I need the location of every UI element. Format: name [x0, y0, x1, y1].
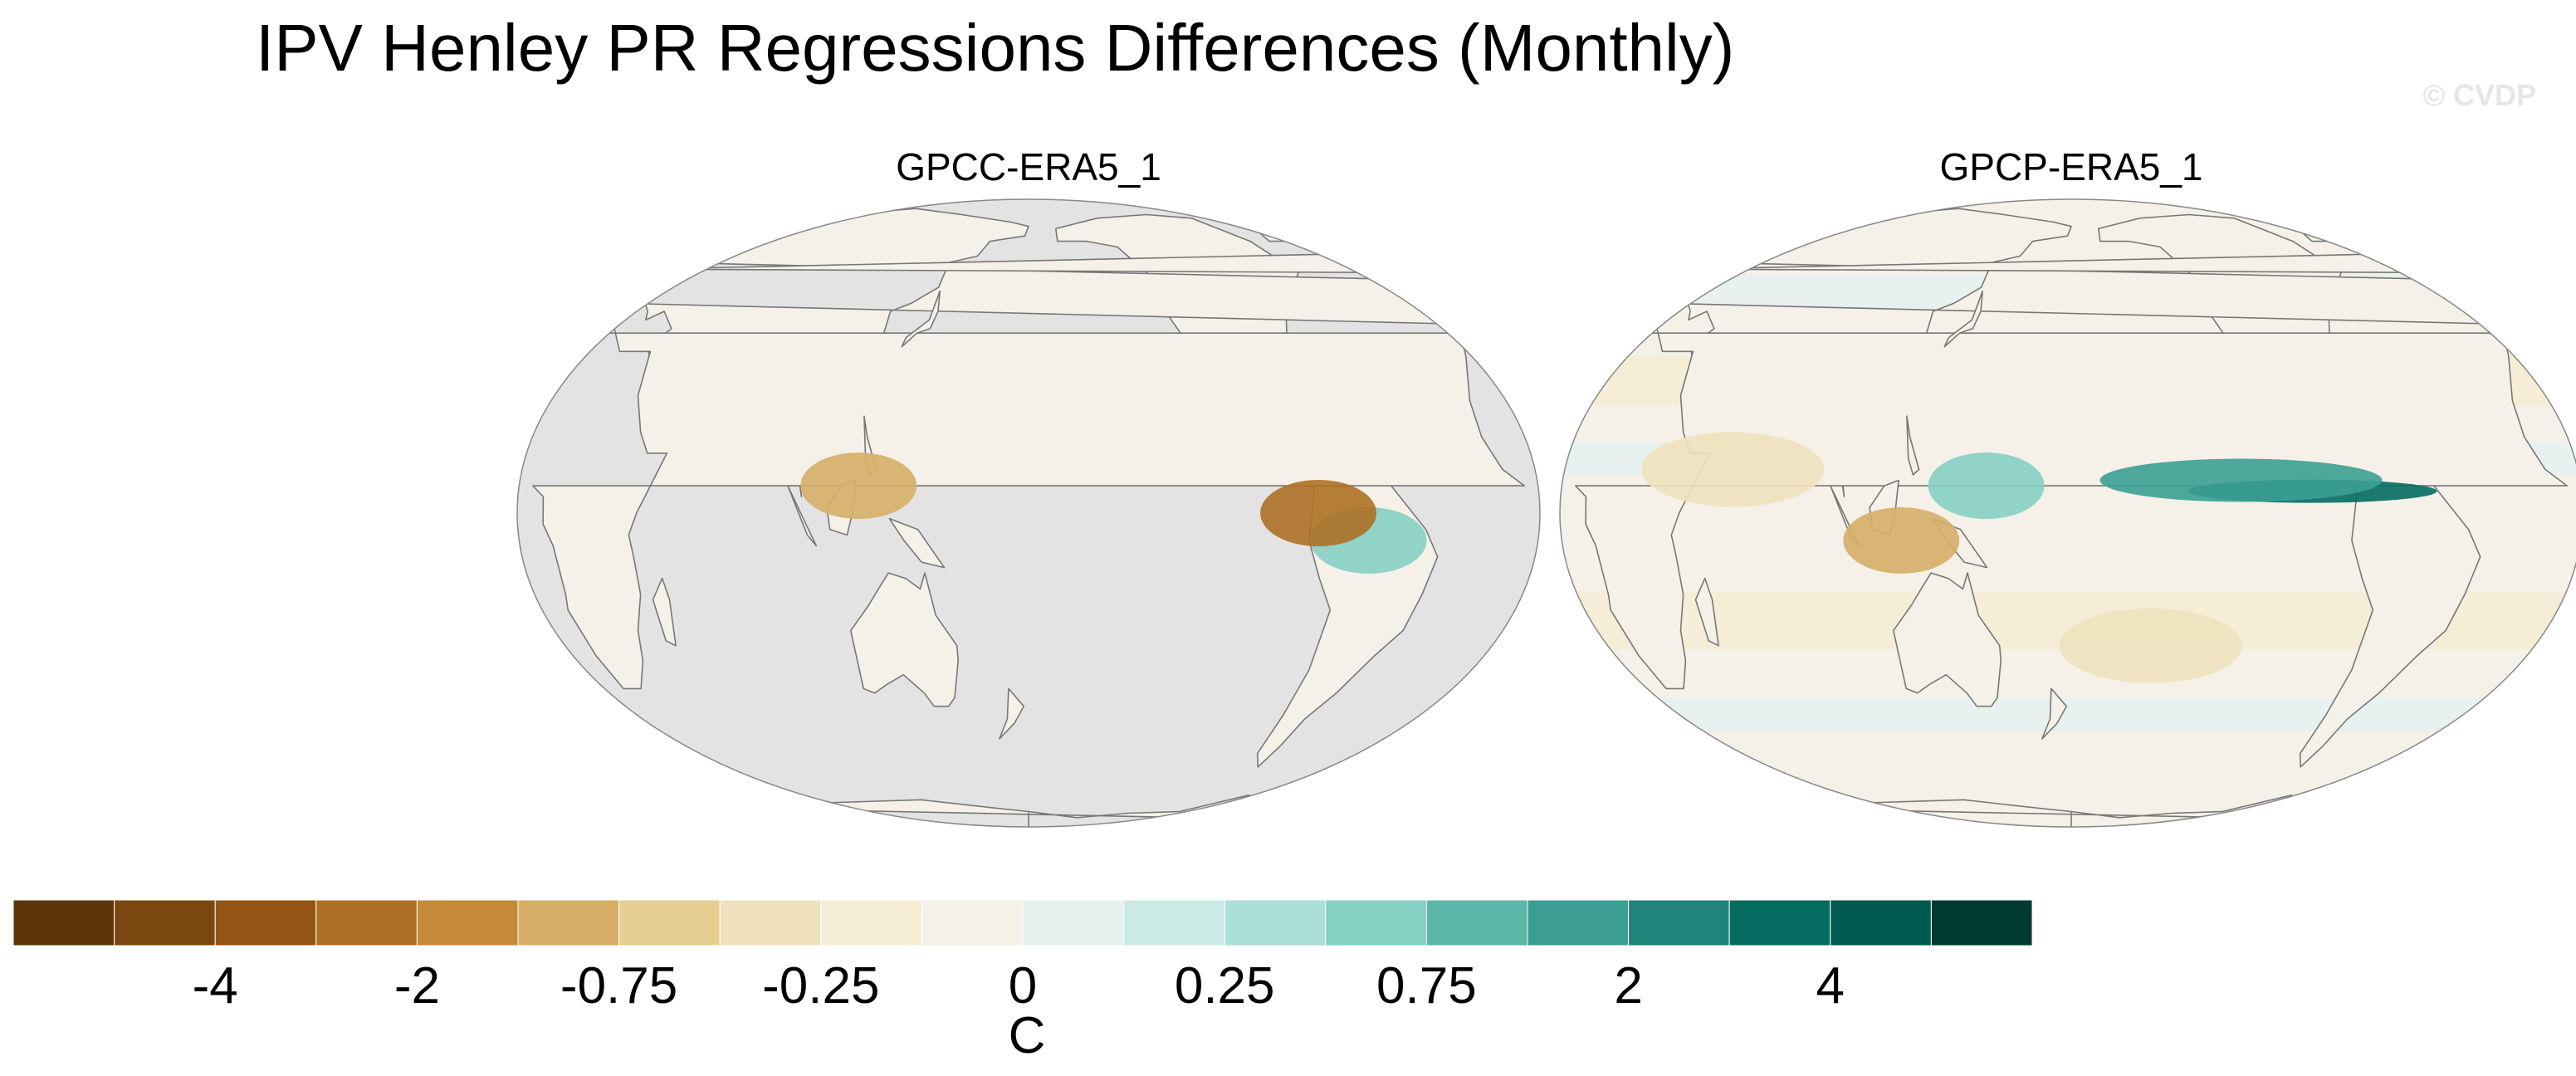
land-madagascar	[1694, 577, 1719, 647]
colorbar-box	[1628, 899, 1730, 946]
colorbar-box	[315, 899, 418, 946]
colorbar-box	[517, 899, 620, 946]
colorbar-box	[1123, 899, 1225, 946]
colorbar-box	[1930, 899, 2033, 946]
anomaly-blob	[1260, 480, 1377, 546]
colorbar-box	[1728, 899, 1831, 946]
colorbar-tick-label: 0.75	[1376, 957, 1477, 1015]
panel-title-gpcc: GPCC-ERA5_1	[896, 145, 1161, 188]
colorbar-box	[921, 899, 1024, 946]
land-madagascar	[652, 577, 677, 647]
land-japan	[901, 290, 941, 348]
colorbar-box	[1527, 899, 1630, 946]
colorbar-box	[1224, 899, 1327, 946]
colorbar-box	[214, 899, 317, 946]
colorbar-box	[1830, 899, 1932, 946]
colorbar-box	[114, 899, 216, 946]
colorbar-box	[719, 899, 822, 946]
land-australia	[1893, 572, 2002, 707]
anomaly-blob	[800, 452, 917, 520]
colorbar-box	[1022, 899, 1125, 946]
land-africa	[1575, 323, 2568, 690]
map-outline-0	[516, 198, 1541, 828]
map-outline-1	[1559, 198, 2576, 828]
colorbar-frame	[12, 899, 2033, 946]
land-nz	[999, 687, 1024, 740]
anomaly-blob	[2099, 458, 2383, 502]
anomaly-band	[1560, 697, 2576, 731]
anomaly-blob	[1928, 452, 2045, 520]
land-newguinea	[888, 517, 946, 569]
panel-title-gpcp: GPCP-ERA5_1	[1939, 145, 2203, 188]
colorbar-tick-label: -4	[192, 957, 238, 1015]
colorbar-box	[416, 899, 519, 946]
colorbar-box	[618, 899, 721, 946]
land-nz	[2041, 687, 2067, 740]
colorbar-tick-label: 0.25	[1174, 957, 1275, 1015]
land-samerica	[2299, 447, 2481, 768]
land-japan	[1943, 290, 1983, 348]
colorbar-tick-label: -2	[393, 957, 440, 1015]
watermark: © CVDP	[2422, 78, 2536, 112]
colorbar-box	[1325, 899, 1427, 946]
anomaly-blob	[1843, 506, 1960, 574]
anomaly-blob	[1641, 432, 1825, 507]
colorbar-box	[820, 899, 922, 946]
land-africa	[532, 323, 1525, 690]
colorbar-tick-label: -0.25	[762, 957, 880, 1015]
land-australia	[850, 572, 959, 707]
colorbar-unit-label: C	[1008, 1007, 1046, 1064]
colorbar-tick-label: -0.75	[560, 957, 678, 1015]
land-philippines	[1906, 415, 1920, 476]
land-indonesia1	[787, 485, 818, 547]
figure-title: IPV Henley PR Regressions Differences (M…	[256, 11, 1735, 85]
colorbar-box	[1425, 899, 1528, 946]
colorbar-tick-label: 4	[1816, 957, 1845, 1015]
colorbar-box	[12, 899, 115, 946]
colorbar-tick-label: 0	[1008, 957, 1038, 1015]
anomaly-blob	[2059, 608, 2242, 683]
colorbar-tick-label: 2	[1614, 957, 1643, 1015]
